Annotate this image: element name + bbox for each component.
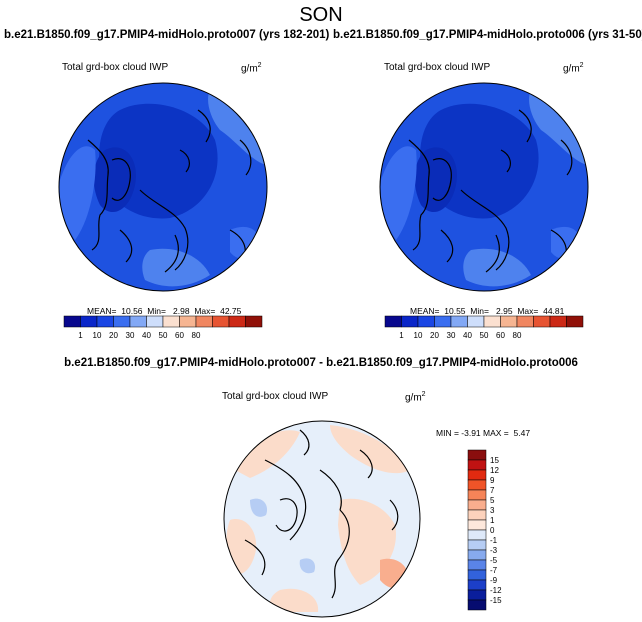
colorbar-2-swatch: [434, 315, 452, 328]
colorbar-diff-swatch: [467, 489, 487, 501]
colorbar-diff-swatch: [467, 469, 487, 481]
panel-2-units: g/m2: [563, 62, 584, 75]
colorbar-1-tick-label: 10: [93, 331, 102, 340]
colorbar-diff-tick-label: -9: [490, 576, 498, 585]
colorbar-diff-tick-label: -7: [490, 566, 498, 575]
colorbar-2-swatch: [417, 315, 435, 328]
colorbar-diff-swatch: [467, 569, 487, 581]
colorbar-1-tick-label: 1: [78, 331, 83, 340]
colorbar-2-tick-label: 80: [513, 331, 522, 340]
colorbar-diff-tick-label: 0: [490, 526, 495, 535]
colorbar-diff-tick-label: 5: [490, 496, 495, 505]
colorbar-1-swatch: [63, 315, 81, 328]
colorbar-2-swatch: [549, 315, 567, 328]
colorbar-diff-swatch: [467, 519, 487, 531]
map-panel-diff: [224, 421, 420, 617]
colorbar-diff-swatch: [467, 449, 487, 461]
map-border-diff: [223, 420, 421, 618]
colorbar-1-tick-label: 80: [192, 331, 201, 340]
colorbar-diff-tick-label: 7: [490, 486, 495, 495]
panel-2-variable: Total grd-box cloud IWP: [384, 62, 491, 73]
coastlines-2: [408, 109, 573, 273]
coastlines-diff: [244, 429, 399, 599]
colorbar-2-swatch: [533, 315, 551, 328]
colorbar-1-swatch: [80, 315, 98, 328]
map-panel-1: [59, 83, 267, 291]
colorbar-1-tick-label: 20: [109, 331, 118, 340]
colorbar-diff-tick-label: 15: [490, 456, 499, 465]
colorbar-2-tick-label: 30: [447, 331, 456, 340]
colorbar-2-swatch: [566, 315, 584, 328]
panel-1-stats: MEAN= 10.56 Min= 2.98 Max= 42.75: [87, 306, 242, 316]
colorbar-diff-tick-label: -12: [490, 586, 502, 595]
colorbar-diff-tick-label: 1: [490, 516, 495, 525]
diff-stats: MIN = -3.91 MAX = 5.47: [436, 428, 531, 438]
colorbar-diff-swatch: [467, 539, 487, 551]
colorbar-1-swatch: [195, 315, 213, 328]
colorbar-1-swatch: [96, 315, 114, 328]
colorbar-1-tick-label: 40: [142, 331, 151, 340]
colorbar-diff-tick-label: 12: [490, 466, 499, 475]
colorbar-1-swatch: [113, 315, 131, 328]
colorbar-1-swatch: [129, 315, 147, 328]
colorbar-diff-swatch: [467, 599, 487, 611]
colorbar-2-tick-label: 10: [414, 331, 423, 340]
colorbar-diff-tick-label: 3: [490, 506, 495, 515]
colorbar-2-swatch: [450, 315, 468, 328]
colorbar-1-swatch: [228, 315, 246, 328]
colorbar-1-swatch: [162, 315, 180, 328]
colorbar-2-swatch: [467, 315, 485, 328]
colorbar-diff-tick-label: -1: [490, 536, 498, 545]
colorbar-diff-swatch: [467, 459, 487, 471]
colorbar-1-tick-label: 30: [126, 331, 135, 340]
colorbar-1-tick-label: 60: [175, 331, 184, 340]
colorbar-1-swatch: [146, 315, 164, 328]
colorbar-2-swatch: [483, 315, 501, 328]
colorbar-1-tick-label: 50: [159, 331, 168, 340]
diff-title: b.e21.B1850.f09_g17.PMIP4-midHolo.proto0…: [64, 357, 578, 369]
colorbar-2-tick-label: 40: [463, 331, 472, 340]
colorbar-2-swatch: [384, 315, 402, 328]
colorbar-1-swatch: [179, 315, 197, 328]
panel-2-stats: MEAN= 10.55 Min= 2.95 Max= 44.81: [410, 306, 565, 316]
diff-units: g/m2: [405, 391, 426, 404]
panel-1-units: g/m2: [241, 62, 262, 75]
colorbar-2-swatch: [500, 315, 518, 328]
colorbar-2-tick-label: 1: [399, 331, 404, 340]
colorbar-diff-swatch: [467, 579, 487, 591]
colorbar-diff-tick-label: 9: [490, 476, 495, 485]
map-border-2: [379, 82, 589, 292]
colorbar-diff-tick-label: -15: [490, 596, 502, 605]
colorbar-diff-swatch: [467, 499, 487, 511]
colorbar-2-tick-label: 20: [430, 331, 439, 340]
colorbar-diff-swatch: [467, 549, 487, 561]
colorbar-2-tick-label: 50: [480, 331, 489, 340]
colorbar-diff-tick-label: -5: [490, 556, 498, 565]
colorbar-diff-swatch: [467, 529, 487, 541]
panel-1-title: b.e21.B1850.f09_g17.PMIP4-midHolo.proto0…: [4, 29, 330, 41]
colorbar-2-swatch: [516, 315, 534, 328]
map-panel-2: [380, 83, 588, 291]
colorbar-1-swatch: [212, 315, 230, 328]
colorbar-diff-swatch: [467, 559, 487, 571]
panel-2-title: b.e21.B1850.f09_g17.PMIP4-midHolo.proto0…: [333, 29, 642, 41]
colorbar-2-swatch: [401, 315, 419, 328]
colorbar-diff-swatch: [467, 589, 487, 601]
colorbar-diff-swatch: [467, 479, 487, 491]
colorbar-2-tick-label: 60: [496, 331, 505, 340]
colorbar-diff-swatch: [467, 509, 487, 521]
diff-variable: Total grd-box cloud IWP: [222, 391, 329, 402]
colorbar-2: 1 10 20 30 40 50 60 80: [384, 315, 584, 340]
coastlines-1: [87, 109, 252, 273]
colorbar-1-swatch: [245, 315, 263, 328]
map-border-1: [58, 82, 268, 292]
main-title: SON: [299, 4, 343, 26]
panel-1-variable: Total grd-box cloud IWP: [62, 62, 169, 73]
colorbar-1: 1 10 20 30 40 50 60 80: [63, 315, 263, 340]
colorbar-diff-tick-label: -3: [490, 546, 498, 555]
